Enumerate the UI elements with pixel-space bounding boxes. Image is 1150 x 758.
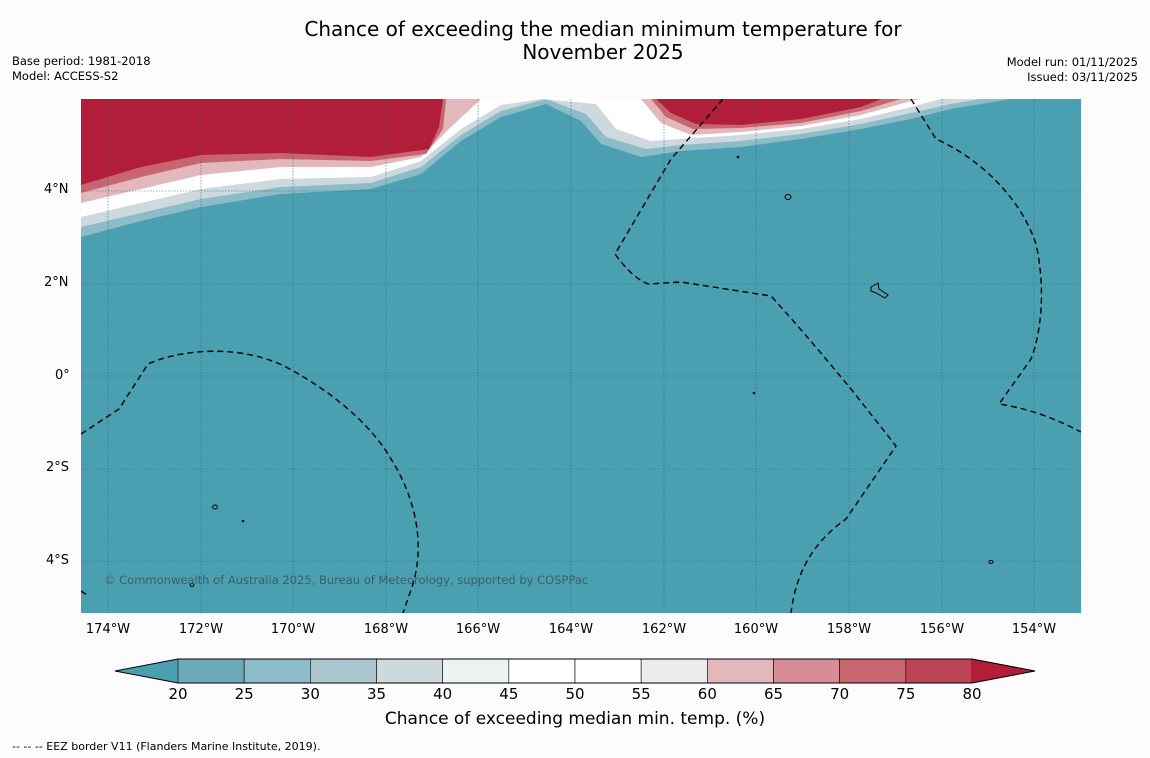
lon-label-170w: 170°W [270,622,316,637]
eez-border-east [910,99,1081,433]
colorbar-bin [376,658,443,684]
colorbar-tick-label: 30 [300,685,320,703]
meta-left: Base period: 1981-2018 Model: ACCESS-S2 [12,54,151,84]
colorbar-tick-label: 20 [168,685,188,703]
lat-label-4s: 4°S [46,553,70,568]
colorbar-tick-label: 70 [830,685,850,703]
colorbar-bin [177,658,245,684]
lat-label-4n: 4°N [44,182,69,197]
colorbar-tick-label: 45 [499,685,519,703]
colorbar-tick-label: 65 [763,685,784,703]
base-period-text: Base period: 1981-2018 [12,54,151,68]
lon-label-154w: 154°W [1011,622,1057,637]
colorbar-bin [839,658,907,684]
model-run-text: Model run: 01/11/2025 [1006,55,1138,69]
colorbar-tick-label: 40 [433,685,453,703]
lon-label-162w: 162°W [641,622,687,637]
lon-label-158w: 158°W [826,622,872,637]
copyright-credit: © Commonwealth of Australia 2025, Bureau… [104,573,589,587]
probability-map [81,99,1081,613]
map-title: Chance of exceeding the median minimum t… [0,18,1150,64]
colorbar [114,658,1036,684]
colorbar-tick-label: 25 [234,685,254,703]
above-median-field [81,99,881,185]
colorbar-tick-label: 60 [697,685,717,703]
colorbar-tick-label: 55 [631,685,651,703]
eez-legend-note: -- -- -- EEZ border V11 (Flanders Marine… [12,740,321,753]
colorbar-bin [508,658,576,684]
lat-label-eq: 0° [55,368,70,383]
title-line-2: November 2025 [522,40,684,64]
colorbar-over-extension [972,659,1035,683]
eez-border-west [81,350,419,613]
colorbar-bin [905,658,973,684]
lon-label-172w: 172°W [178,622,224,637]
lon-label-156w: 156°W [919,622,965,637]
colorbar-label: Chance of exceeding median min. temp. (%… [384,709,766,729]
meta-right: Model run: 01/11/2025 Issued: 03/11/2025 [1007,55,1138,85]
model-text: Model: ACCESS-S2 [12,69,119,83]
lon-label-164w: 164°W [548,622,594,637]
lat-label-2s: 2°S [46,460,70,475]
colorbar-tick-label: 75 [896,685,916,703]
colorbar-bin [773,658,840,684]
lon-label-168w: 168°W [363,622,409,637]
colorbar-bin [574,658,642,684]
lon-label-174w: 174°W [85,622,131,637]
lat-label-2n: 2°N [44,275,69,290]
eez-border-central [614,99,897,613]
issued-text: Issued: 03/11/2025 [1027,70,1138,84]
lon-label-166w: 166°W [455,622,501,637]
colorbar-tick-label: 50 [565,685,585,703]
lon-label-160w: 160°W [733,622,779,637]
colorbar-bin [243,658,311,684]
eez-border-far-west [81,590,88,596]
colorbar-tick-label: 35 [366,685,387,703]
colorbar-bin [640,658,708,684]
islands [189,155,994,588]
colorbar-bin [442,658,510,684]
colorbar-under-extension [115,659,178,683]
colorbar-bin [707,658,774,684]
eez-borders [81,99,1081,613]
colorbar-tick-label: 80 [962,685,982,703]
title-line-1: Chance of exceeding the median minimum t… [304,17,902,41]
colorbar-bin [310,658,377,684]
